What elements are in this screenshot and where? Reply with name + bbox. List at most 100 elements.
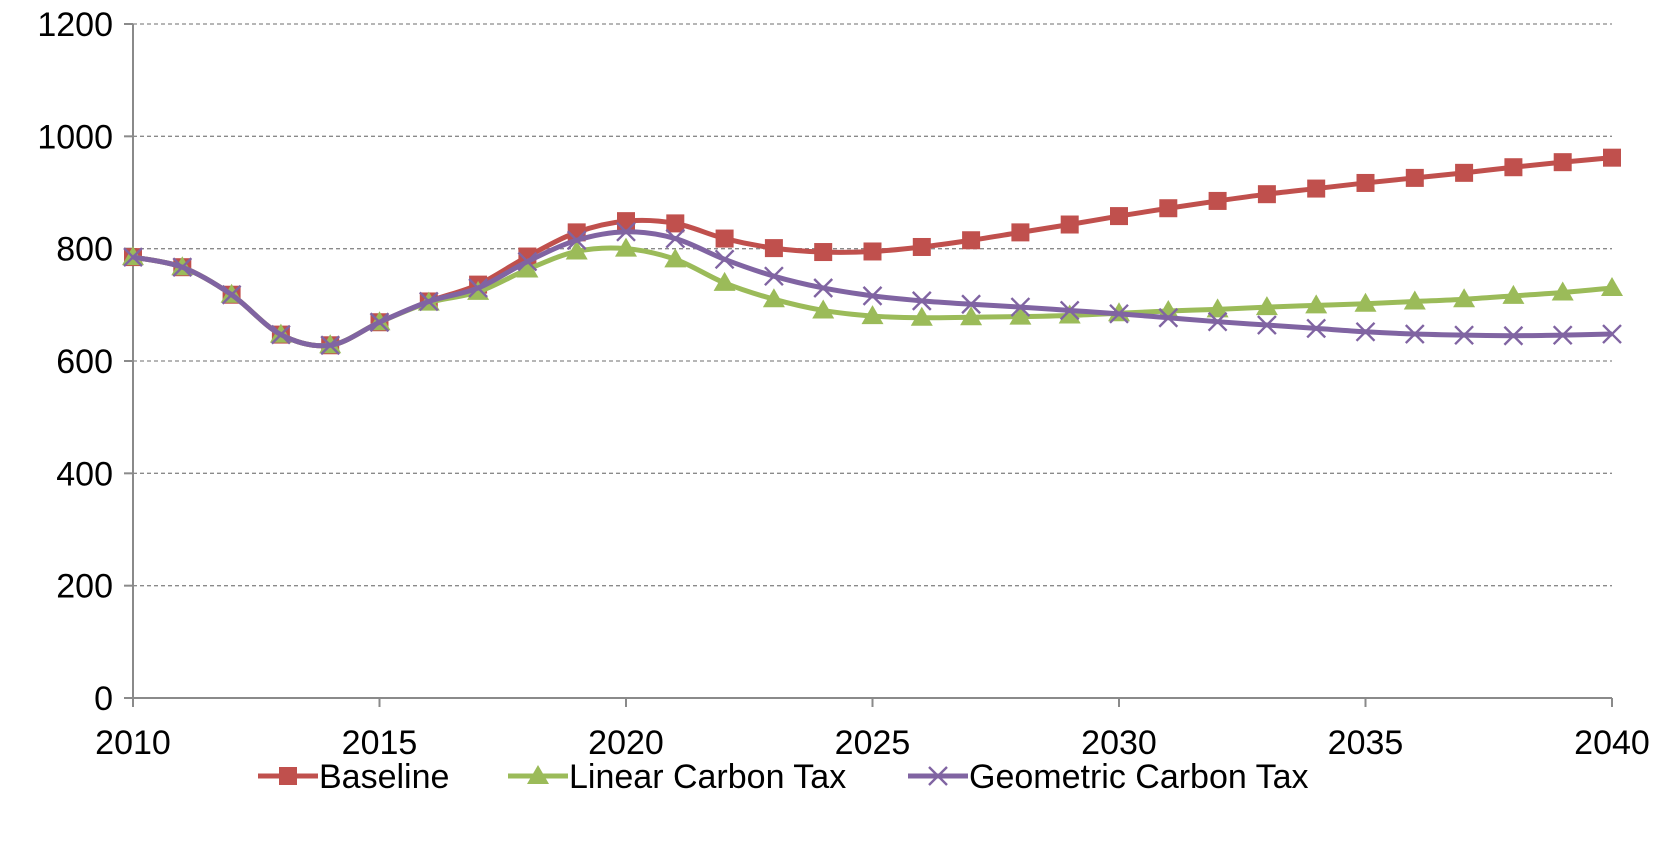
data-point-geometric-carbon-tax-stroke [764,266,784,287]
x-tick-label: 2025 [835,724,911,762]
data-point-baseline [962,231,981,250]
data-point-linear-carbon-tax [516,258,539,278]
data-point-geometric-carbon-tax [665,228,686,249]
data-point-linear-carbon-tax [1601,276,1623,296]
x-tick-label: 2040 [1574,724,1650,762]
data-point-baseline [764,239,783,258]
grid [133,23,1612,587]
data-point-geometric-carbon-tax-stroke [566,230,587,251]
data-point-linear-carbon-tax [1058,304,1081,324]
data-point-baseline [1504,158,1523,177]
axes: 0 200 400 600 800 1000 1200 2010 2015 2020 2025 203… [37,6,1649,762]
data-point-geometric-carbon-tax [961,294,981,315]
data-point-linear-carbon-tax [762,288,785,308]
data-point-linear-carbon-tax [1157,300,1180,320]
legend-label: Geometric Carbon Tax [969,758,1309,796]
data-point-geometric-carbon-tax-stroke [1207,311,1228,332]
data-point-linear-carbon-tax [1354,292,1377,312]
data-point-baseline [814,243,833,262]
data-point-geometric-carbon-tax-stroke [1306,318,1327,339]
data-point-geometric-carbon-tax-stroke [714,249,735,270]
data-point-geometric-carbon-tax-stroke [1602,324,1622,344]
legend-label: Baseline [319,758,449,796]
data-point-geometric-carbon-tax-stroke [418,291,439,312]
data-point-geometric-carbon-tax [862,285,883,306]
data-point-linear-carbon-tax [1009,305,1032,325]
data-point-baseline [1110,207,1128,226]
data-point-geometric-carbon-tax-stroke [1454,325,1474,346]
data-point-linear-carbon-tax [861,305,884,325]
series-group [122,148,1623,356]
data-point-geometric-carbon-tax [1158,307,1179,328]
data-point-linear-carbon-tax [910,306,933,326]
legend-label: Linear Carbon Tax [569,758,846,796]
data-point-geometric-carbon-tax-stroke [1355,321,1376,342]
x-tick-label: 2030 [1081,724,1157,762]
data-point-geometric-carbon-tax [1306,318,1327,339]
data-point-geometric-carbon-tax [1404,324,1425,344]
data-point-geometric-carbon-tax-stroke [616,221,636,242]
data-point-geometric-carbon-tax-stroke [1010,297,1031,317]
data-point-geometric-carbon-tax-stroke [813,278,834,298]
data-point-linear-carbon-tax [1453,288,1476,308]
data-point-linear-carbon-tax [1305,294,1328,314]
data-point-geometric-carbon-tax-stroke [665,228,686,249]
data-point-geometric-carbon-tax [1454,325,1474,346]
data-point-baseline [1553,153,1572,172]
y-tick-label: 1200 [37,6,113,44]
data-point-geometric-carbon-tax-stroke [911,291,932,311]
data-point-baseline [1455,163,1474,182]
data-point-geometric-carbon-tax [172,257,193,278]
y-tick-label: 400 [56,455,113,493]
legend-item-linear-carbon-tax: Linear Carbon Tax [508,758,846,796]
series-geometric-carbon-tax [123,221,1622,356]
data-point-geometric-carbon-tax [221,284,242,305]
data-point-linear-carbon-tax [1403,290,1426,310]
data-point-baseline [1060,215,1079,234]
data-point-geometric-carbon-tax [911,291,932,311]
data-point-baseline [1405,168,1424,187]
y-tick-label: 200 [56,568,113,606]
data-point-baseline [1208,191,1227,210]
data-point-linear-carbon-tax [1502,284,1525,304]
data-point-geometric-carbon-tax-stroke [1109,303,1129,324]
data-point-geometric-carbon-tax [616,221,636,242]
data-point-geometric-carbon-tax [1207,311,1228,332]
data-point-geometric-carbon-tax [1257,315,1277,335]
data-point-geometric-carbon-tax [1552,325,1573,346]
data-point-geometric-carbon-tax [1109,303,1129,324]
data-point-geometric-carbon-tax [813,278,834,298]
data-point-geometric-carbon-tax-stroke [862,285,883,306]
data-point-geometric-carbon-tax [320,335,341,356]
x-tick-label: 2015 [342,724,418,762]
y-tick-label: 0 [94,680,113,718]
data-point-baseline [617,212,635,231]
data-point-geometric-carbon-tax [764,266,784,287]
data-point-linear-carbon-tax [1206,298,1229,318]
data-point-baseline [1011,223,1030,242]
data-point-baseline [912,237,931,256]
data-point-geometric-carbon-tax-stroke [517,251,538,272]
data-point-geometric-carbon-tax [123,247,143,267]
data-point-geometric-carbon-tax [418,291,439,312]
data-point-baseline [1159,199,1178,218]
data-point-geometric-carbon-tax [271,324,291,345]
data-point-geometric-carbon-tax-stroke [961,294,981,315]
data-point-geometric-carbon-tax-stroke [172,257,193,278]
data-point-geometric-carbon-tax [1355,321,1376,342]
data-point-baseline [1603,148,1621,167]
data-point-geometric-carbon-tax [1010,297,1031,317]
data-point-geometric-carbon-tax-stroke [1404,324,1425,344]
data-point-baseline [1307,179,1326,198]
data-point-geometric-carbon-tax-stroke [1552,325,1573,346]
y-tick-label: 600 [56,343,113,381]
data-point-baseline [1356,173,1375,192]
y-tick-label: 800 [56,231,113,269]
x-tick-label: 2020 [588,724,664,762]
x-tick-label: 2010 [95,724,171,762]
data-point-geometric-carbon-tax [714,249,735,270]
data-point-geometric-carbon-tax [1503,325,1524,346]
data-point-geometric-carbon-tax-stroke [1257,315,1277,335]
y-tick-label: 1000 [37,118,113,156]
